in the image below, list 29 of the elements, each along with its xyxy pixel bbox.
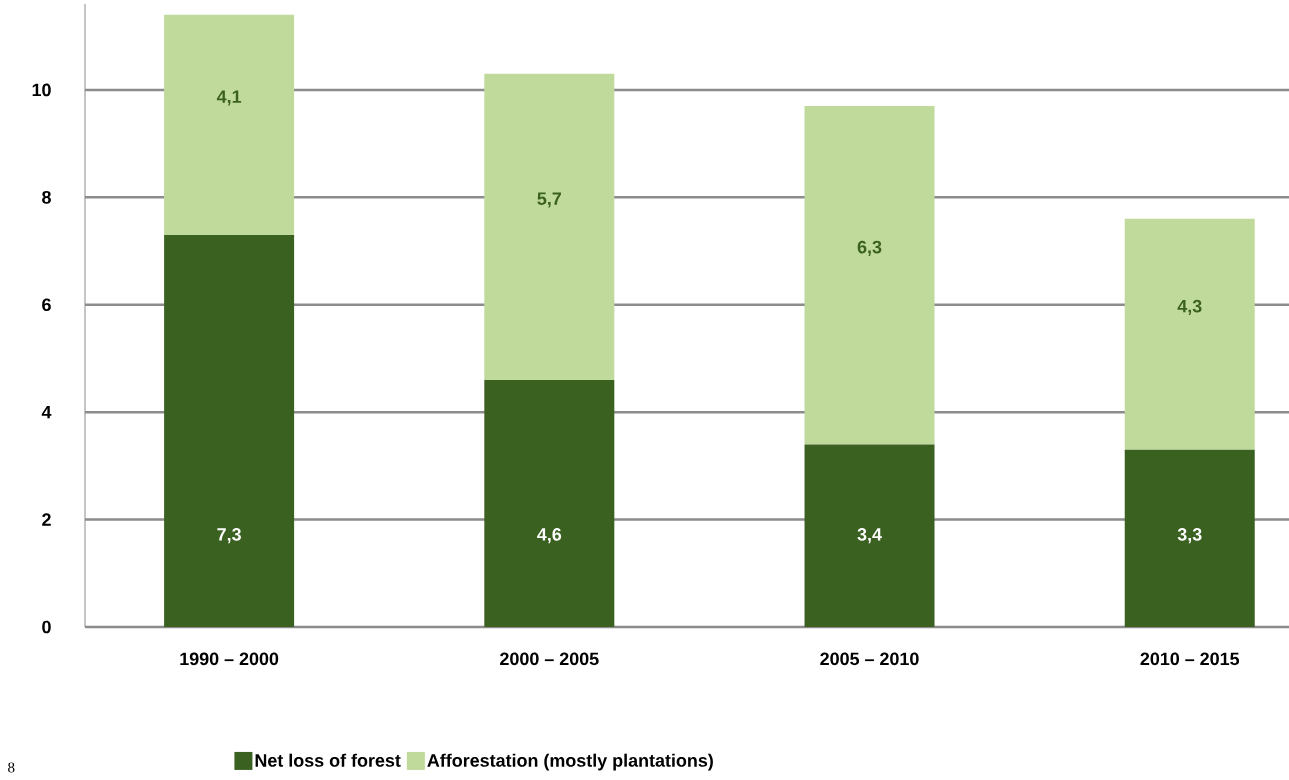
bar	[1124, 449, 1255, 627]
bar	[804, 444, 935, 627]
y-tick-label: 6	[42, 298, 51, 312]
y-tick-label: 2	[42, 513, 51, 526]
data-label: 7,3	[217, 528, 241, 544]
data-label: 5,7	[537, 192, 561, 208]
y-tick-label: 10	[32, 83, 51, 97]
bar	[484, 73, 615, 380]
bar	[164, 14, 295, 235]
y-tick-label: 0	[42, 620, 51, 634]
x-tick-label: 1990 – 2000	[180, 652, 279, 666]
data-label: 3,4	[857, 528, 882, 544]
data-label: 4,1	[216, 90, 242, 106]
data-label: 4,3	[1177, 299, 1202, 316]
legend-label: Net loss of forest	[255, 753, 401, 767]
bar	[164, 234, 295, 627]
y-tick-label: 8	[42, 190, 51, 204]
data-label: 3,3	[1177, 528, 1202, 544]
bar	[1124, 218, 1255, 450]
x-tick-label: 2000 – 2005	[500, 652, 599, 666]
data-label: 4,6	[537, 528, 562, 544]
x-tick-label: 2005 – 2010	[820, 652, 919, 666]
data-label: 6,3	[857, 240, 882, 256]
text: 8	[8, 762, 15, 773]
y-tick-label: 4	[41, 405, 52, 419]
x-tick-label: 2010 – 2015	[1140, 652, 1240, 666]
legend-label: Afforestation (mostly plantations)	[427, 753, 713, 771]
bar	[484, 379, 615, 627]
bar	[804, 106, 935, 445]
